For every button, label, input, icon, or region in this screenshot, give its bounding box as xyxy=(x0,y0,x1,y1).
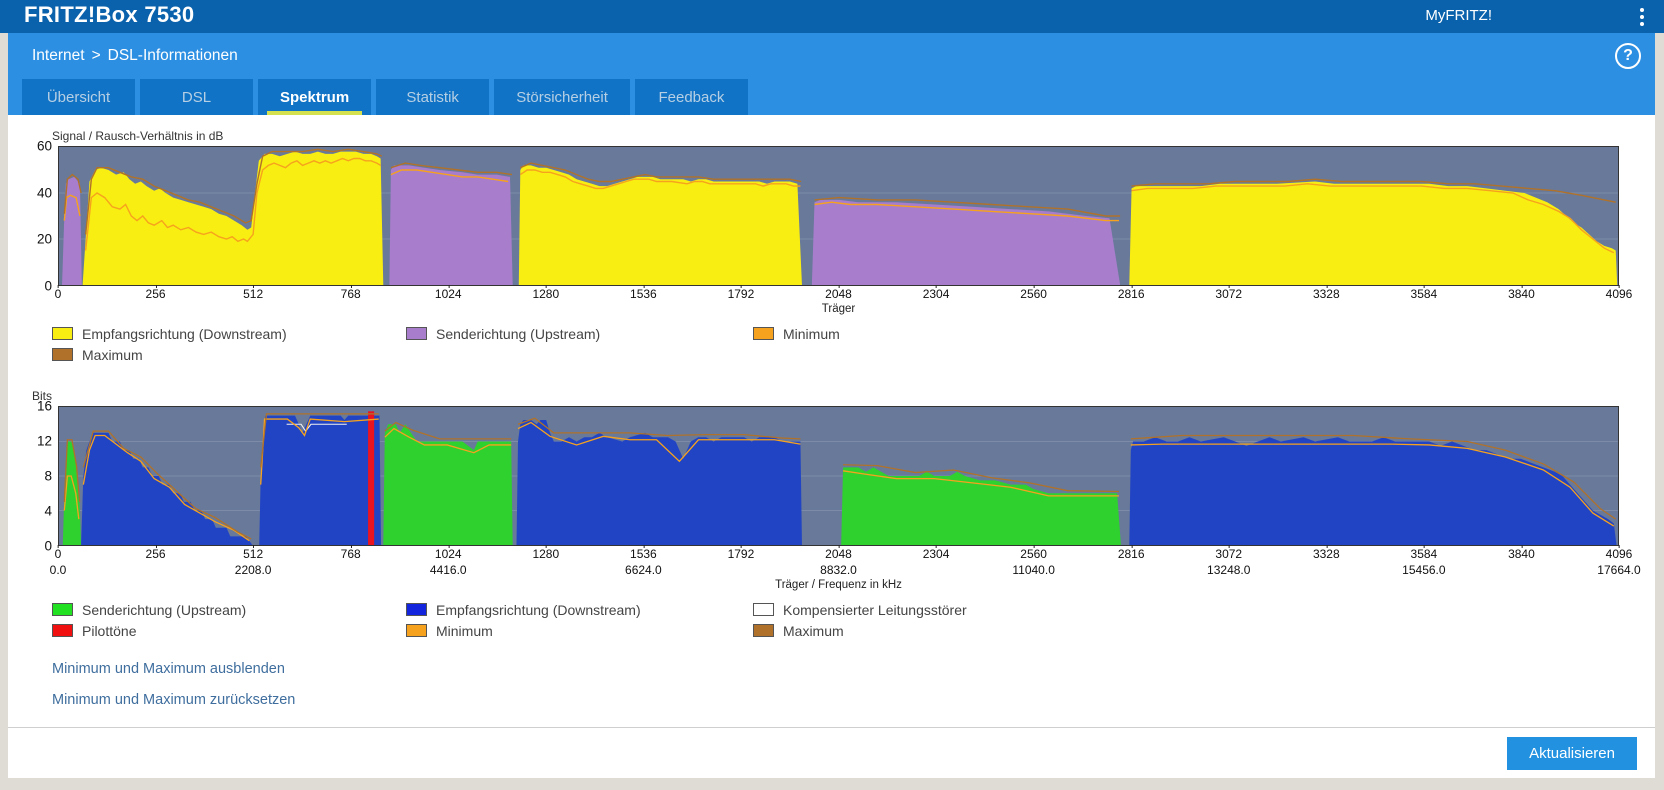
snr-chart-svg xyxy=(59,147,1618,285)
legend-item: Empfangsrichtung (Downstream) xyxy=(406,599,753,620)
legend-item: Kompensierter Leitungsstörer xyxy=(753,599,1619,620)
legend-swatch xyxy=(52,624,73,637)
breadcrumb: Internet>DSL-Informationen xyxy=(32,47,238,65)
upstream-area xyxy=(389,165,512,285)
legend-label: Empfangsrichtung (Downstream) xyxy=(436,602,641,618)
tab-feedback[interactable]: Feedback xyxy=(635,79,748,115)
legend-item: Senderichtung (Upstream) xyxy=(52,599,406,620)
tab-dsl[interactable]: DSL xyxy=(140,79,253,115)
downstream-area xyxy=(259,416,381,545)
tab--bersicht[interactable]: Übersicht xyxy=(22,79,135,115)
myfritz-link[interactable]: MyFRITZ! xyxy=(1425,7,1492,24)
legend-swatch xyxy=(52,603,73,616)
bits-x-axis-label: Träger / Frequenz in kHz xyxy=(58,578,1619,594)
legend-label: Minimum xyxy=(436,623,493,639)
legend-item: Empfangsrichtung (Downstream) xyxy=(52,323,406,344)
legend-swatch xyxy=(753,624,774,637)
legend-label: Senderichtung (Upstream) xyxy=(436,326,600,342)
bits-chart-title: Bits xyxy=(32,389,1619,403)
bits-chart-svg xyxy=(59,407,1618,545)
help-icon[interactable]: ? xyxy=(1615,43,1641,69)
bits-chart-plot xyxy=(58,406,1619,546)
tab-bar: ÜbersichtDSLSpektrumStatistikStörsicherh… xyxy=(22,79,748,115)
snr-y-axis: 0204060 xyxy=(24,146,58,286)
legend-swatch xyxy=(406,603,427,616)
downstream-area xyxy=(1129,437,1616,545)
downstream-area xyxy=(1129,182,1617,286)
legend-label: Maximum xyxy=(82,347,143,363)
top-bar: FRITZ!Box 7530 MyFRITZ! xyxy=(0,0,1664,33)
legend-swatch xyxy=(406,327,427,340)
bits-x-axis: 0256512768102412801536179220482304256028… xyxy=(58,546,1619,594)
legend-item: Minimum xyxy=(406,620,753,641)
content-area: Signal / Rausch-Verhältnis in dB 0204060… xyxy=(8,115,1655,727)
legend-swatch xyxy=(753,603,774,616)
reset-minmax-link[interactable]: Minimum und Maximum zurücksetzen xyxy=(52,692,1619,708)
legend-label: Maximum xyxy=(783,623,844,639)
kebab-menu-icon[interactable] xyxy=(1632,7,1652,27)
header-band: Internet>DSL-Informationen ? ÜbersichtDS… xyxy=(8,33,1655,115)
maximum-line xyxy=(518,418,800,439)
upstream-area xyxy=(383,424,512,545)
snr-chart-title: Signal / Rausch-Verhältnis in dB xyxy=(52,129,1619,143)
legend-item: Maximum xyxy=(753,620,1619,641)
legend-label: Senderichtung (Upstream) xyxy=(82,602,246,618)
downstream-area xyxy=(81,433,252,545)
tab-st-rsicherheit[interactable]: Störsicherheit xyxy=(494,79,630,115)
legend-item: Maximum xyxy=(52,344,406,365)
downstream-area xyxy=(83,152,384,285)
downstream-area xyxy=(519,165,802,285)
tab-spektrum[interactable]: Spektrum xyxy=(258,79,371,115)
legend-swatch xyxy=(753,327,774,340)
snr-chart-plot xyxy=(58,146,1619,286)
legend-swatch xyxy=(406,624,427,637)
upstream-area xyxy=(841,467,1121,545)
pilot-bar xyxy=(368,411,374,545)
minmax-links: Minimum und Maximum ausblenden Minimum u… xyxy=(52,661,1619,708)
bits-y-axis: 0481216 xyxy=(24,406,58,546)
breadcrumb-row: Internet>DSL-Informationen ? xyxy=(8,33,1655,79)
upstream-area xyxy=(812,200,1120,285)
bits-legend: Senderichtung (Upstream) Empfangsrichtung… xyxy=(52,599,1619,641)
legend-item: Senderichtung (Upstream) xyxy=(406,323,753,344)
footer-bar: Aktualisieren xyxy=(8,727,1655,778)
legend-swatch xyxy=(52,327,73,340)
snr-x-axis-label: Träger xyxy=(58,302,1619,318)
legend-swatch xyxy=(52,348,73,361)
snr-x-axis: 0256512768102412801536179220482304256028… xyxy=(58,286,1619,318)
tab-statistik[interactable]: Statistik xyxy=(376,79,489,115)
legend-label: Minimum xyxy=(783,326,840,342)
hide-minmax-link[interactable]: Minimum und Maximum ausblenden xyxy=(52,661,1619,677)
window-title: FRITZ!Box 7530 xyxy=(24,2,194,28)
legend-label: Kompensierter Leitungsstörer xyxy=(783,602,967,618)
breadcrumb-separator: > xyxy=(85,47,108,64)
refresh-button[interactable]: Aktualisieren xyxy=(1507,737,1637,770)
legend-label: Pilottöne xyxy=(82,623,136,639)
legend-item: Pilottöne xyxy=(52,620,406,641)
page-title: DSL-Informationen xyxy=(108,47,238,64)
legend-item: Minimum xyxy=(753,323,1619,344)
snr-legend: Empfangsrichtung (Downstream) Senderichtu… xyxy=(52,323,1619,365)
page-card: Internet>DSL-Informationen ? ÜbersichtDS… xyxy=(8,33,1655,778)
legend-label: Empfangsrichtung (Downstream) xyxy=(82,326,287,342)
breadcrumb-section[interactable]: Internet xyxy=(32,47,85,64)
